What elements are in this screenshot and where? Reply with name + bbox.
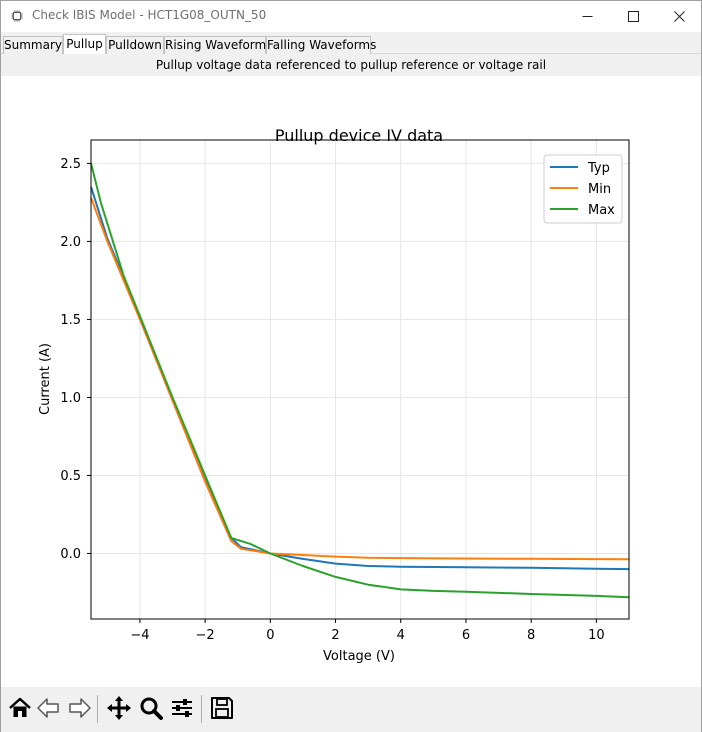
tab-bar: Summary Pullup Pulldown Rising Waveforms… <box>1 32 701 54</box>
save-button[interactable] <box>208 694 236 722</box>
configure-subplots-icon <box>172 699 192 717</box>
x-tick-label: 6 <box>462 628 470 643</box>
chart-title: Pullup device IV data <box>275 126 443 145</box>
y-tick-label: 2.5 <box>60 157 81 172</box>
zoom-icon <box>140 697 163 720</box>
x-tick-label: 8 <box>527 628 535 643</box>
minimize-button[interactable] <box>564 1 610 32</box>
x-tick-label: 2 <box>331 628 339 643</box>
y-tick-label: 1.0 <box>60 391 81 406</box>
legend-label-min: Min <box>588 182 611 197</box>
legend: Typ Min Max <box>543 154 623 224</box>
series-line-min <box>90 197 630 561</box>
info-banner: Pullup voltage data referenced to pullup… <box>1 54 701 76</box>
toolbar-separator <box>201 695 202 723</box>
series-line-max <box>90 163 630 599</box>
x-tick-label: 0 <box>266 628 274 643</box>
back-button[interactable] <box>35 694 63 722</box>
y-tick-label: 0.5 <box>60 469 81 484</box>
x-tick-label: −2 <box>196 628 215 643</box>
y-tick-label: 2.0 <box>60 235 81 250</box>
maximize-button[interactable] <box>610 1 656 32</box>
iv-chart[interactable]: Pullup device IV data −4 −2 0 2 4 6 8 10 0.0 0.5… <box>1 76 701 687</box>
minimize-icon <box>582 16 593 17</box>
tab-rising-waveforms[interactable]: Rising Waveforms <box>164 36 273 54</box>
x-tick-label: −4 <box>130 628 149 643</box>
series-lines <box>90 163 630 599</box>
y-tick-label: 1.5 <box>60 313 81 328</box>
tab-falling-waveforms[interactable]: Falling Waveforms <box>266 36 377 54</box>
home-button[interactable] <box>6 694 34 722</box>
grid-lines <box>91 140 629 619</box>
x-tick-label: 10 <box>588 628 605 643</box>
pan-icon <box>107 696 131 720</box>
home-icon <box>9 697 31 717</box>
x-tick-label: 4 <box>397 628 405 643</box>
tab-pulldown[interactable]: Pulldown <box>106 36 164 54</box>
y-axis-ticks: 0.0 0.5 1.0 1.5 2.0 2.5 <box>60 157 91 562</box>
y-tick-label: 0.0 <box>60 547 81 562</box>
pan-button[interactable] <box>105 694 133 722</box>
legend-label-max: Max <box>588 203 615 218</box>
configure-subplots-button[interactable] <box>168 694 196 722</box>
close-button[interactable] <box>656 1 702 32</box>
maximize-icon <box>628 11 639 22</box>
tab-pullup[interactable]: Pullup <box>63 34 106 54</box>
window-title: Check IBIS Model - HCT1G08_OUTN_50 <box>32 8 267 22</box>
legend-label-typ: Typ <box>587 161 610 176</box>
x-axis-ticks: −4 −2 0 2 4 6 8 10 <box>130 619 605 643</box>
plot-frame <box>90 139 630 620</box>
legend-box <box>543 154 623 224</box>
title-bar[interactable]: Check IBIS Model - HCT1G08_OUTN_50 <box>1 1 701 32</box>
back-arrow-icon <box>37 698 59 718</box>
plot-canvas[interactable]: Pullup device IV data −4 −2 0 2 4 6 8 10 0.0 0.5… <box>1 76 701 687</box>
tab-summary[interactable]: Summary <box>3 36 63 54</box>
toolbar-separator <box>97 695 98 723</box>
chip-icon <box>11 10 23 22</box>
y-axis-label: Current (A) <box>38 343 53 415</box>
zoom-button[interactable] <box>137 694 165 722</box>
x-axis-label: Voltage (V) <box>323 649 395 664</box>
save-icon <box>211 697 233 719</box>
navigation-toolbar <box>1 687 701 732</box>
forward-arrow-icon <box>69 698 91 718</box>
close-icon <box>674 11 685 22</box>
forward-button[interactable] <box>65 694 93 722</box>
series-line-typ <box>90 186 630 571</box>
